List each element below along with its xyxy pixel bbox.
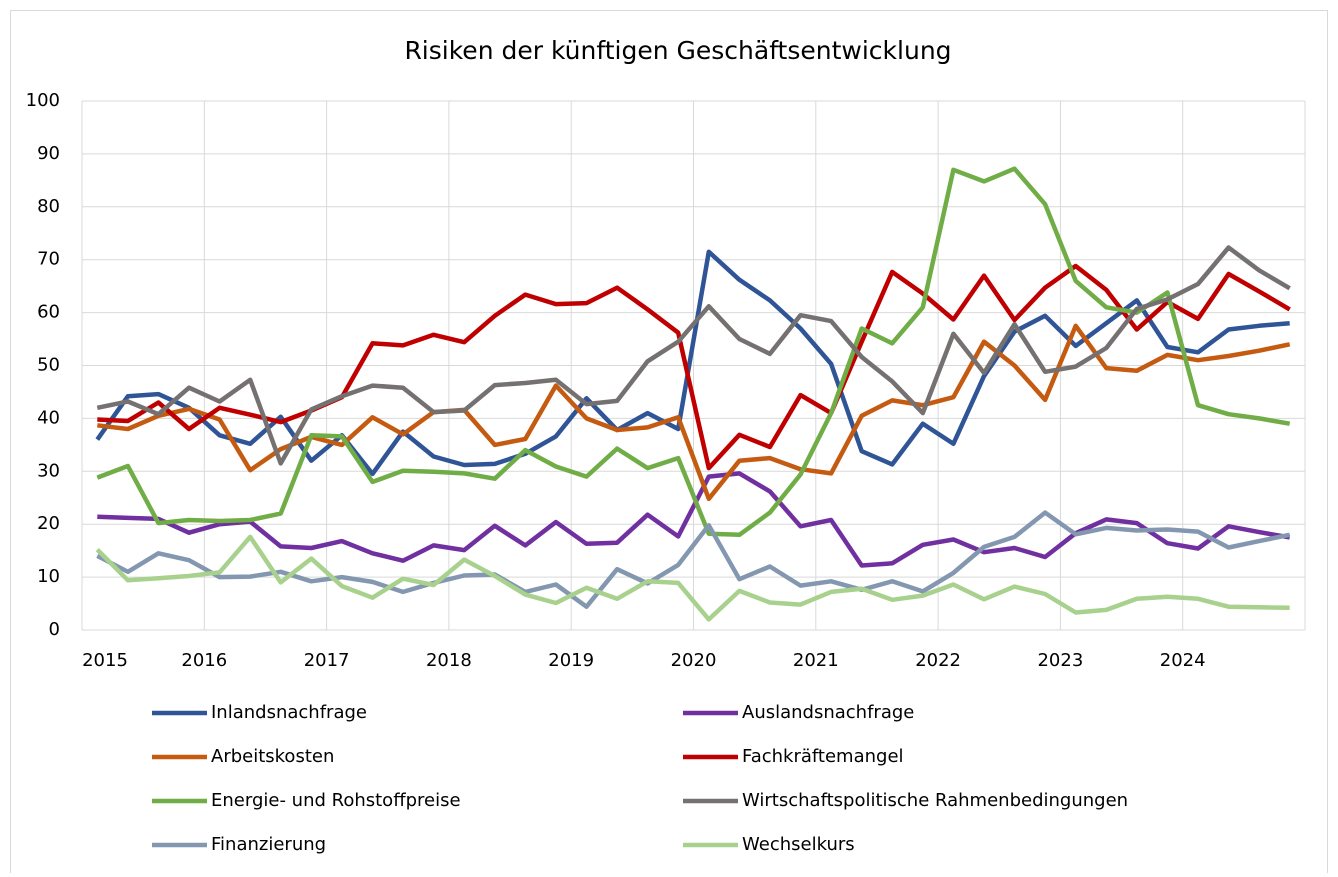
y-tick-label: 10 [37, 566, 60, 587]
legend-label: Fachkräftemangel [742, 746, 904, 767]
series-line [97, 471, 1291, 568]
legend-label: Arbeitskosten [211, 746, 334, 767]
series-line [97, 323, 1291, 502]
x-tick-label: 2016 [181, 650, 227, 671]
y-tick-label: 40 [37, 407, 60, 428]
y-tick-label: 100 [26, 90, 60, 111]
y-tick-label: 70 [37, 249, 60, 270]
legend-label: Auslandsnachfrage [742, 702, 914, 723]
series-line [96, 510, 1291, 609]
legend-label: Wechselkurs [742, 834, 855, 855]
x-tick-label: 2015 [82, 650, 128, 671]
y-tick-label: 80 [37, 196, 60, 217]
x-tick-label: 2023 [1037, 650, 1083, 671]
series-line [95, 534, 1290, 622]
legend-label: Energie- und Rohstoffpreise [211, 790, 461, 811]
y-tick-label: 50 [37, 355, 60, 376]
legend-label: Finanzierung [211, 834, 326, 855]
series-line [97, 263, 1291, 471]
series-line [96, 166, 1291, 538]
x-tick-label: 2020 [671, 650, 717, 671]
y-tick-label: 0 [49, 619, 60, 640]
legend-label: Wirtschaftspolitische Rahmenbedingungen [742, 790, 1128, 811]
y-tick-label: 90 [37, 143, 60, 164]
x-tick-label: 2017 [304, 650, 350, 671]
legend-label: Inlandsnachfrage [211, 702, 367, 723]
x-tick-label: 2022 [915, 650, 961, 671]
x-tick-label: 2018 [426, 650, 472, 671]
x-tick-label: 2024 [1160, 650, 1206, 671]
x-tick-label: 2019 [548, 650, 594, 671]
x-tick-label: 2021 [793, 650, 839, 671]
y-tick-label: 20 [37, 513, 60, 534]
chart-title: Risiken der künftigen Geschäftsentwicklu… [404, 36, 951, 65]
series-line [96, 245, 1291, 466]
y-tick-label: 30 [37, 460, 60, 481]
y-tick-label: 60 [37, 302, 60, 323]
chart-border [10, 10, 1328, 877]
